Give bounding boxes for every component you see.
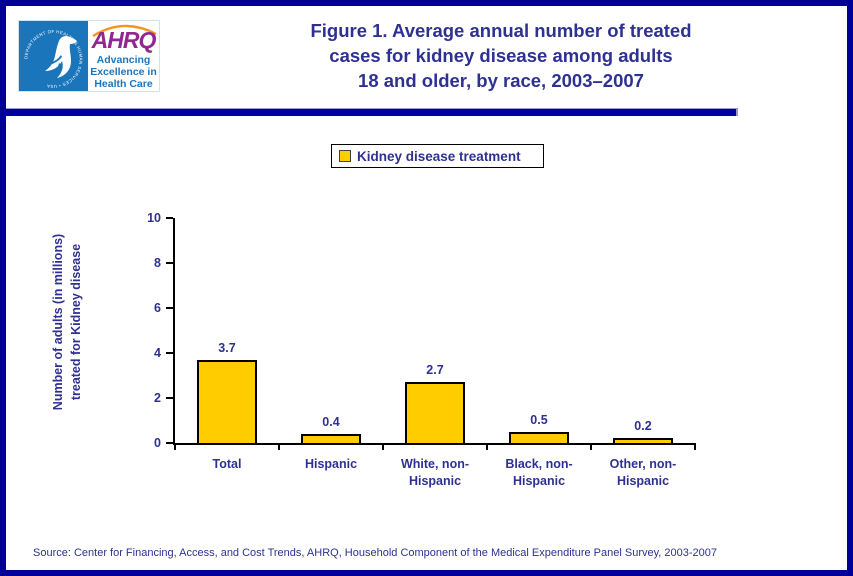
x-axis-tick (590, 443, 592, 450)
eagle-icon (45, 36, 77, 78)
y-axis-tick-label: 2 (154, 391, 161, 405)
y-axis-label: Number of adults (in millions) treated f… (51, 233, 83, 411)
y-axis-tick (166, 262, 173, 264)
bar-value-label: 3.7 (218, 341, 236, 355)
x-axis-tick (486, 443, 488, 450)
x-axis-category-label: Total (212, 457, 242, 471)
plot-area: 0 2 4 6 8 10 3.7 Total 0.4 Hispanic 2.7 White, non-… (147, 211, 696, 488)
x-axis-category-label: Black, non- Hispanic (505, 457, 573, 488)
x-axis-category-label: Hispanic (304, 457, 358, 471)
bar (197, 360, 257, 443)
legend-label: Kidney disease treatment (357, 148, 521, 164)
ahrq-arc-icon (92, 24, 157, 37)
x-axis-tick (174, 443, 176, 450)
bar-value-label: 0.2 (634, 419, 652, 433)
y-axis-tick (166, 217, 173, 219)
hhs-seal-icon: DEPARTMENT OF HEALTH & HUMAN SERVICES • … (19, 21, 88, 91)
source-note: Source: Center for Financing, Access, an… (33, 547, 718, 559)
y-axis-tick-label: 4 (154, 346, 161, 360)
bar (613, 438, 673, 443)
y-axis-tick (166, 397, 173, 399)
bar (509, 432, 569, 443)
ahrq-logo-text: AHRQ (91, 27, 157, 53)
y-axis-tick-label: 6 (154, 301, 161, 315)
bar (301, 434, 361, 443)
svg-text:DEPARTMENT OF HEALTH & HUMAN S: DEPARTMENT OF HEALTH & HUMAN SERVICES • … (23, 29, 83, 89)
figure-title: Figure 1. Average annual number of treat… (310, 20, 692, 91)
legend-swatch-icon (339, 150, 351, 162)
y-axis-tick-label: 8 (154, 256, 161, 270)
bar-value-label: 0.4 (322, 415, 340, 429)
y-axis-tick-label: 0 (154, 436, 161, 450)
header-divider (6, 108, 738, 116)
x-axis-tick (694, 443, 696, 450)
bar-value-label: 0.5 (530, 413, 548, 427)
x-axis-tick (382, 443, 384, 450)
legend: Kidney disease treatment (331, 144, 544, 168)
bar (405, 382, 465, 443)
y-axis-tick (166, 352, 173, 354)
x-axis-tick (278, 443, 280, 450)
y-axis-tick-label: 10 (147, 211, 161, 225)
ahrq-wordmark: AHRQ Advancing Excellence in Health Care (88, 21, 159, 91)
ahrq-hhs-logo: DEPARTMENT OF HEALTH & HUMAN SERVICES • … (18, 20, 160, 92)
x-axis-category-label: White, non- Hispanic (400, 457, 470, 488)
ahrq-tagline: Advancing Excellence in Health Care (90, 54, 157, 91)
y-axis-tick (166, 307, 173, 309)
y-axis-tick (166, 442, 173, 444)
x-axis-category-label: Other, non- Hispanic (609, 457, 677, 488)
seal-ring-text: DEPARTMENT OF HEALTH & HUMAN SERVICES • … (23, 29, 83, 89)
bar-value-label: 2.7 (426, 363, 444, 377)
